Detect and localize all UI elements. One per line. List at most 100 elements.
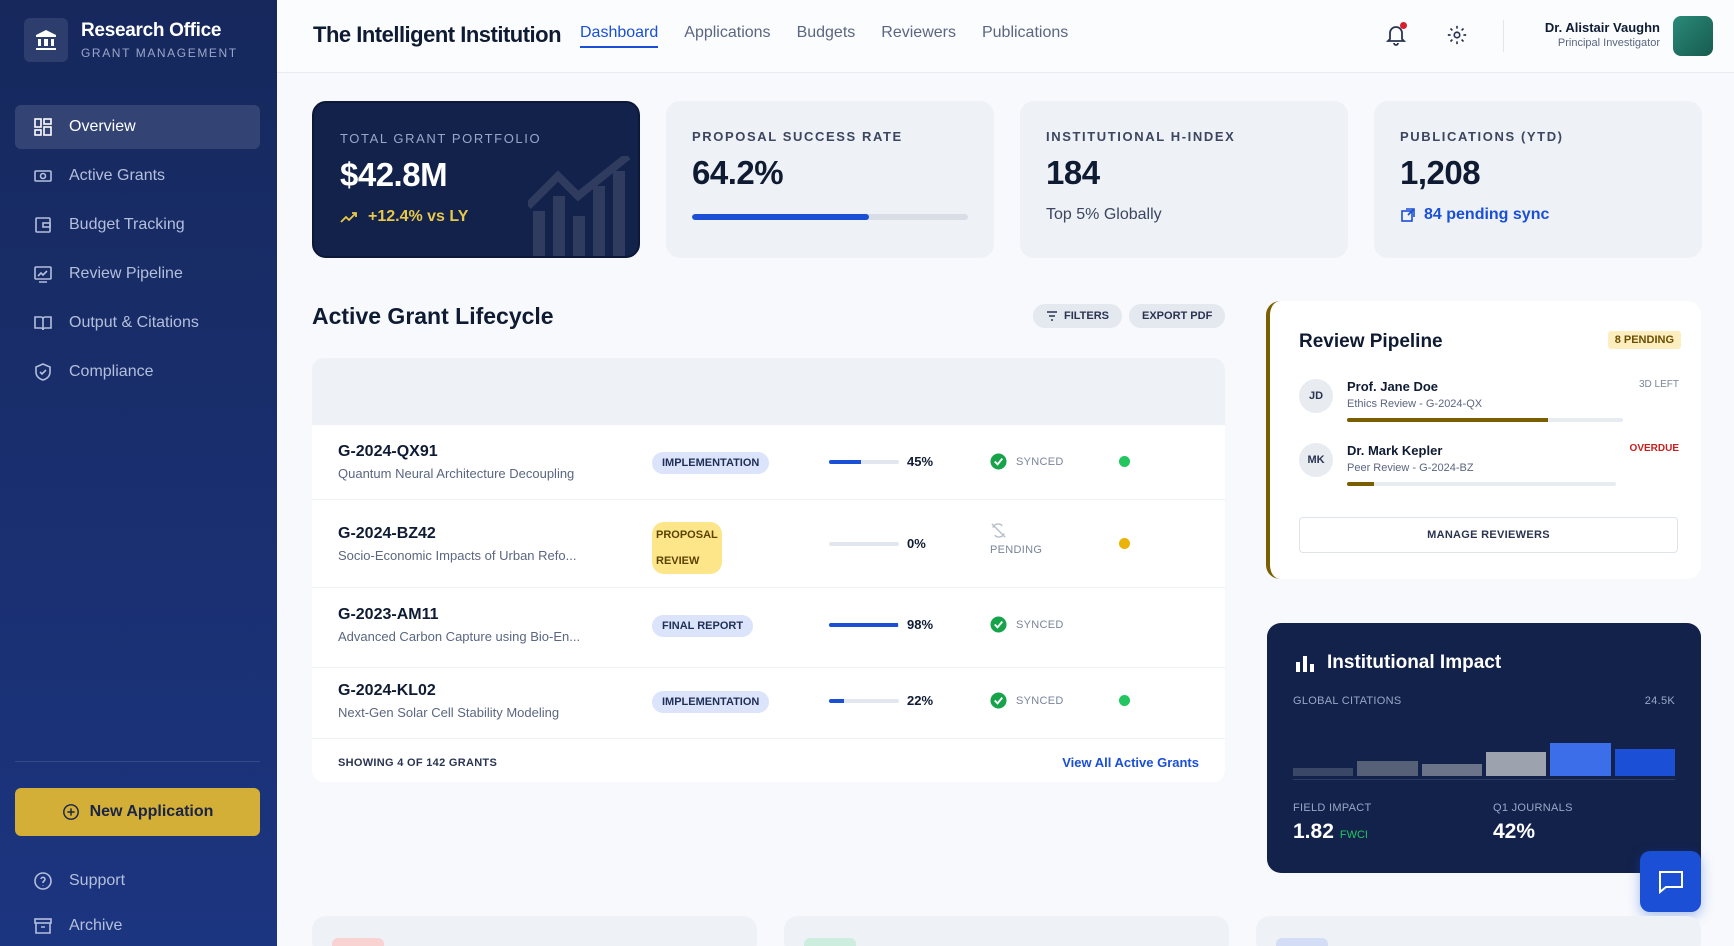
table-header [312, 358, 1225, 425]
new-application-button[interactable]: New Application [15, 788, 260, 836]
sidebar-divider [15, 761, 260, 762]
stat-value: $42.8M [340, 156, 448, 193]
impact-title-row: Institutional Impact [1295, 652, 1501, 674]
sidebar-item-archive[interactable]: Archive [15, 908, 260, 944]
citation-bar [1421, 764, 1482, 776]
phase-badge: IMPLEMENTATION [652, 691, 770, 713]
tab-reviewers[interactable]: Reviewers [881, 24, 956, 41]
grant-progress [829, 699, 899, 703]
reviewer-row[interactable]: MK Dr. Mark Kepler Peer Review - G-2024-… [1299, 443, 1679, 495]
settings-button[interactable] [1444, 22, 1470, 48]
sidebar-item-output-citations[interactable]: Output & Citations [15, 301, 260, 345]
top-header: The Intelligent Institution Dashboard Ap… [277, 0, 1734, 73]
sync-status: SYNCED [990, 692, 1064, 709]
reviewer-status: 3D LEFT [1638, 379, 1679, 390]
bottom-card [784, 916, 1229, 946]
tab-applications[interactable]: Applications [684, 24, 771, 41]
tab-publications[interactable]: Publications [981, 24, 1069, 41]
field-impact-value: 1.82 FWCI [1293, 820, 1368, 844]
grant-id: G-2023-AM11 [338, 606, 439, 623]
institution-icon [24, 18, 68, 62]
chart-decoration-icon [528, 156, 631, 256]
grant-title: Next-Gen Solar Cell Stability Modeling [338, 705, 560, 720]
table-count: SHOWING 4 OF 142 GRANTS [338, 757, 498, 769]
grant-title: Socio-Economic Impacts of Urban Refo... [338, 548, 577, 563]
bottom-card [1256, 916, 1701, 946]
progress-fill [829, 460, 861, 464]
sync-label: SYNCED [1016, 455, 1064, 468]
stat-card-success-rate: PROPOSAL SUCCESS RATE 64.2% [666, 101, 994, 258]
export-label: EXPORT PDF [1142, 310, 1213, 322]
q1-journals-value: 42% [1493, 820, 1536, 843]
chat-icon [1658, 870, 1683, 894]
sidebar-item-active-grants[interactable]: Active Grants [15, 154, 260, 198]
grant-title: Quantum Neural Architecture Decoupling [338, 466, 575, 481]
progress-fill [692, 214, 870, 220]
tab-dashboard[interactable]: Dashboard [580, 24, 659, 48]
sync-icon [1401, 208, 1415, 222]
grant-progress [829, 542, 899, 546]
sidebar-item-label: Review Pipeline [69, 265, 183, 282]
notifications-button[interactable] [1383, 22, 1409, 48]
table-row[interactable]: G-2024-QX91 Quantum Neural Architecture … [312, 425, 1225, 500]
sidebar-nav: Overview Active Grants Budget Tracking R… [15, 105, 260, 399]
reviewer-name: Dr. Mark Kepler [1347, 443, 1443, 458]
plus-circle-icon [62, 804, 79, 820]
reviewer-row[interactable]: JD Prof. Jane Doe Ethics Review - G-2024… [1299, 379, 1679, 431]
sidebar-item-label: Support [69, 872, 126, 889]
sidebar-item-label: Budget Tracking [69, 216, 185, 233]
table-row[interactable]: G-2023-AM11 Advanced Carbon Capture usin… [312, 588, 1225, 668]
check-circle-icon [990, 692, 1007, 709]
sidebar-item-budget-tracking[interactable]: Budget Tracking [15, 203, 260, 247]
user-name: Dr. Alistair Vaughn [1544, 20, 1660, 35]
pending-sync-link[interactable]: 84 pending sync [1400, 206, 1676, 224]
card-chip [1276, 938, 1328, 946]
sidebar-item-overview[interactable]: Overview [15, 105, 260, 149]
view-all-link[interactable]: View All Active Grants [1062, 755, 1199, 770]
stat-value: 64.2% [692, 154, 784, 191]
citation-bar [1550, 743, 1611, 776]
wallet-icon [35, 217, 51, 233]
card-chip [804, 938, 856, 946]
review-title: Review Pipeline [1299, 331, 1443, 352]
gear-icon [1447, 25, 1467, 45]
progress-fill [829, 623, 898, 627]
new-application-label: New Application [89, 803, 214, 820]
sidebar-item-support[interactable]: Support [15, 863, 260, 899]
filters-button[interactable]: FILTERS [1033, 304, 1123, 328]
filters-label: FILTERS [1064, 310, 1110, 322]
brand-subtitle: GRANT MANAGEMENT [81, 46, 238, 60]
status-dot [1119, 456, 1130, 467]
avatar[interactable] [1673, 16, 1713, 56]
tab-budgets[interactable]: Budgets [796, 24, 856, 41]
table-row[interactable]: G-2024-KL02 Next-Gen Solar Cell Stabilit… [312, 668, 1225, 739]
status-dot [1119, 538, 1130, 549]
grant-progress [829, 623, 899, 627]
progress-percent: 0% [907, 536, 926, 551]
user-role: Principal Investigator [1557, 37, 1660, 49]
reviewer-status: OVERDUE [1629, 443, 1679, 454]
chat-button[interactable] [1640, 851, 1701, 912]
bottom-card [312, 916, 757, 946]
sync-status: SYNCED [990, 453, 1064, 470]
table-row[interactable]: G-2024-BZ42 Socio-Economic Impacts of Ur… [312, 500, 1225, 588]
money-icon [34, 170, 52, 182]
bar-chart-icon [1296, 656, 1314, 672]
impact-card: Institutional Impact GLOBAL CITATIONS 24… [1267, 623, 1701, 873]
export-pdf-button[interactable]: EXPORT PDF [1129, 304, 1226, 328]
manage-reviewers-button[interactable]: MANAGE REVIEWERS [1299, 517, 1678, 553]
brand[interactable]: Research Office GRANT MANAGEMENT [24, 18, 238, 62]
stat-value: 1,208 [1400, 154, 1481, 191]
top-tabs: Dashboard Applications Budgets Reviewers… [580, 24, 1094, 48]
progress-percent: 98% [907, 617, 934, 632]
reviewer-name: Prof. Jane Doe [1347, 379, 1439, 394]
sync-label: SYNCED [1016, 618, 1064, 631]
sidebar-item-compliance[interactable]: Compliance [15, 350, 260, 394]
sidebar: Research Office GRANT MANAGEMENT Overvie… [0, 0, 277, 946]
field-impact-unit: FWCI [1339, 829, 1368, 841]
stat-card-publications: PUBLICATIONS (YTD) 1,208 84 pending sync [1374, 101, 1702, 258]
impact-divider [1293, 779, 1675, 780]
sidebar-item-review-pipeline[interactable]: Review Pipeline [15, 252, 260, 296]
progress-fill [1347, 418, 1549, 422]
sync-status: SYNCED [990, 616, 1064, 633]
